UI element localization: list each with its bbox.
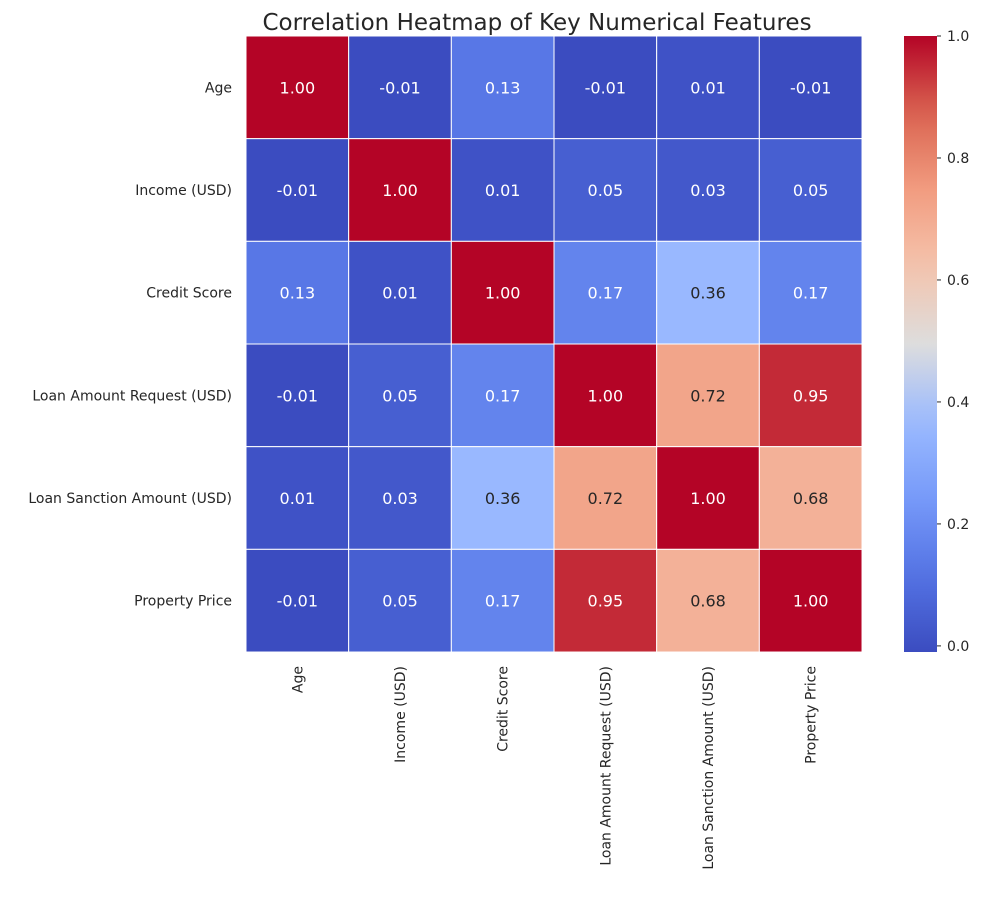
x-tick-label: Income (USD) xyxy=(393,666,409,763)
chart-title: Correlation Heatmap of Key Numerical Fea… xyxy=(262,10,811,36)
heatmap-cell-value: 0.72 xyxy=(690,386,726,405)
heatmap-cell xyxy=(553,240,658,345)
heatmap-cell-value: 0.17 xyxy=(793,284,829,303)
heatmap-cell xyxy=(553,548,658,653)
colorbar-gradient xyxy=(904,36,937,652)
heatmap-cell-value: 1.00 xyxy=(793,592,829,611)
x-tick-label: Loan Sanction Amount (USD) xyxy=(701,666,717,870)
heatmap-cell xyxy=(245,35,350,140)
colorbar-tick-label: 0.4 xyxy=(947,395,969,411)
x-tick-label: Property Price xyxy=(804,666,820,764)
heatmap-cell-value: 1.00 xyxy=(382,181,418,200)
colorbar-tick-label: 0.6 xyxy=(947,273,969,289)
heatmap-cell-value: 0.01 xyxy=(485,181,521,200)
heatmap-cell-value: -0.01 xyxy=(585,78,626,97)
x-tick-label: Credit Score xyxy=(496,666,512,752)
heatmap-cell-value: -0.01 xyxy=(790,78,831,97)
heatmap-cell-value: 0.05 xyxy=(382,592,418,611)
heatmap-cell xyxy=(450,240,555,345)
colorbar-tick-label: 0.2 xyxy=(947,517,969,533)
heatmap-cell xyxy=(656,343,760,448)
heatmap-cell-value: -0.01 xyxy=(277,181,318,200)
heatmap-cell-value: 0.36 xyxy=(690,284,726,303)
heatmap-cell xyxy=(758,343,863,448)
y-tick-label: Age xyxy=(205,80,232,96)
heatmap-cell-value: 0.05 xyxy=(382,386,418,405)
heatmap-cell xyxy=(656,240,760,345)
y-tick-label: Loan Sanction Amount (USD) xyxy=(28,491,232,507)
heatmap-cell-value: 0.05 xyxy=(793,181,829,200)
heatmap-cell xyxy=(553,138,658,242)
heatmap-cell xyxy=(348,343,452,448)
heatmap-cell-value: 1.00 xyxy=(690,489,726,508)
heatmap-cell xyxy=(553,446,658,550)
y-tick-label: Income (USD) xyxy=(135,183,232,199)
x-tick-label: Loan Amount Request (USD) xyxy=(598,666,614,866)
heatmap-cell-value: 1.00 xyxy=(485,284,521,303)
colorbar: 0.0 0.2 0.4 0.6 0.8 1.0 xyxy=(904,29,969,655)
heatmap-cell-value: 0.01 xyxy=(690,78,726,97)
colorbar-tick-label: 0.8 xyxy=(947,151,969,167)
heatmap-cell-value: 0.17 xyxy=(485,592,521,611)
heatmap-cell xyxy=(348,35,452,140)
heatmap-cell xyxy=(553,35,658,140)
heatmap-cell-value: -0.01 xyxy=(379,78,420,97)
heatmap-cell-value: 0.01 xyxy=(280,489,316,508)
heatmap-cell-value: 0.17 xyxy=(485,386,521,405)
heatmap-cell-value: -0.01 xyxy=(277,386,318,405)
heatmap-cell-values: 1.00 -0.01 0.13 -0.01 0.01 -0.01 -0.01 1.00 0.01… xyxy=(277,78,832,610)
heatmap-cell-value: 0.03 xyxy=(382,489,418,508)
heatmap-cell xyxy=(245,240,350,345)
heatmap-cell xyxy=(450,35,555,140)
heatmap-cell-value: 1.00 xyxy=(588,386,624,405)
heatmap-cell-value: 0.95 xyxy=(793,386,829,405)
y-axis-labels: Age Income (USD) Credit Score Loan Amount R… xyxy=(28,80,232,609)
heatmap-cell-value: 0.03 xyxy=(690,181,726,200)
heatmap-cell-value: 0.13 xyxy=(485,78,521,97)
heatmap-cells xyxy=(245,35,863,653)
heatmap-cell xyxy=(758,446,863,550)
x-tick-label: Age xyxy=(290,666,306,693)
heatmap-cell-value: 0.68 xyxy=(793,489,829,508)
colorbar-tick-label: 0.0 xyxy=(947,639,969,655)
heatmap-cell xyxy=(245,548,350,653)
heatmap-cell-value: 0.95 xyxy=(588,592,624,611)
heatmap-cell xyxy=(348,138,452,242)
heatmap-cell xyxy=(450,343,555,448)
x-axis-labels: Age Income (USD) Credit Score Loan Amount R… xyxy=(290,666,819,870)
heatmap-cell-value: 0.01 xyxy=(382,284,418,303)
heatmap-cell xyxy=(348,240,452,345)
heatmap-cell xyxy=(450,446,555,550)
colorbar-tick-label: 1.0 xyxy=(947,29,969,45)
heatmap-cell xyxy=(656,446,760,550)
heatmap-cell-value: 0.17 xyxy=(588,284,624,303)
heatmap-cell xyxy=(553,343,658,448)
y-tick-label: Property Price xyxy=(134,594,232,610)
heatmap-cell xyxy=(758,240,863,345)
heatmap-cell-value: 0.68 xyxy=(690,592,726,611)
heatmap-cell xyxy=(245,446,350,550)
y-tick-label: Credit Score xyxy=(146,286,232,302)
heatmap-cell-value: 0.72 xyxy=(588,489,624,508)
heatmap-cell xyxy=(758,138,863,242)
heatmap-cell-value: 0.05 xyxy=(588,181,624,200)
heatmap-cell xyxy=(656,548,760,653)
heatmap-cell xyxy=(758,35,863,140)
heatmap-cell-value: 0.13 xyxy=(280,284,316,303)
heatmap-cell-value: 0.36 xyxy=(485,489,521,508)
y-tick-label: Loan Amount Request (USD) xyxy=(32,388,232,404)
heatmap-cell xyxy=(656,35,760,140)
heatmap-cell xyxy=(758,548,863,653)
heatmap-cell-value: 1.00 xyxy=(280,78,316,97)
heatmap-cell xyxy=(245,343,350,448)
heatmap-cell-value: -0.01 xyxy=(277,592,318,611)
